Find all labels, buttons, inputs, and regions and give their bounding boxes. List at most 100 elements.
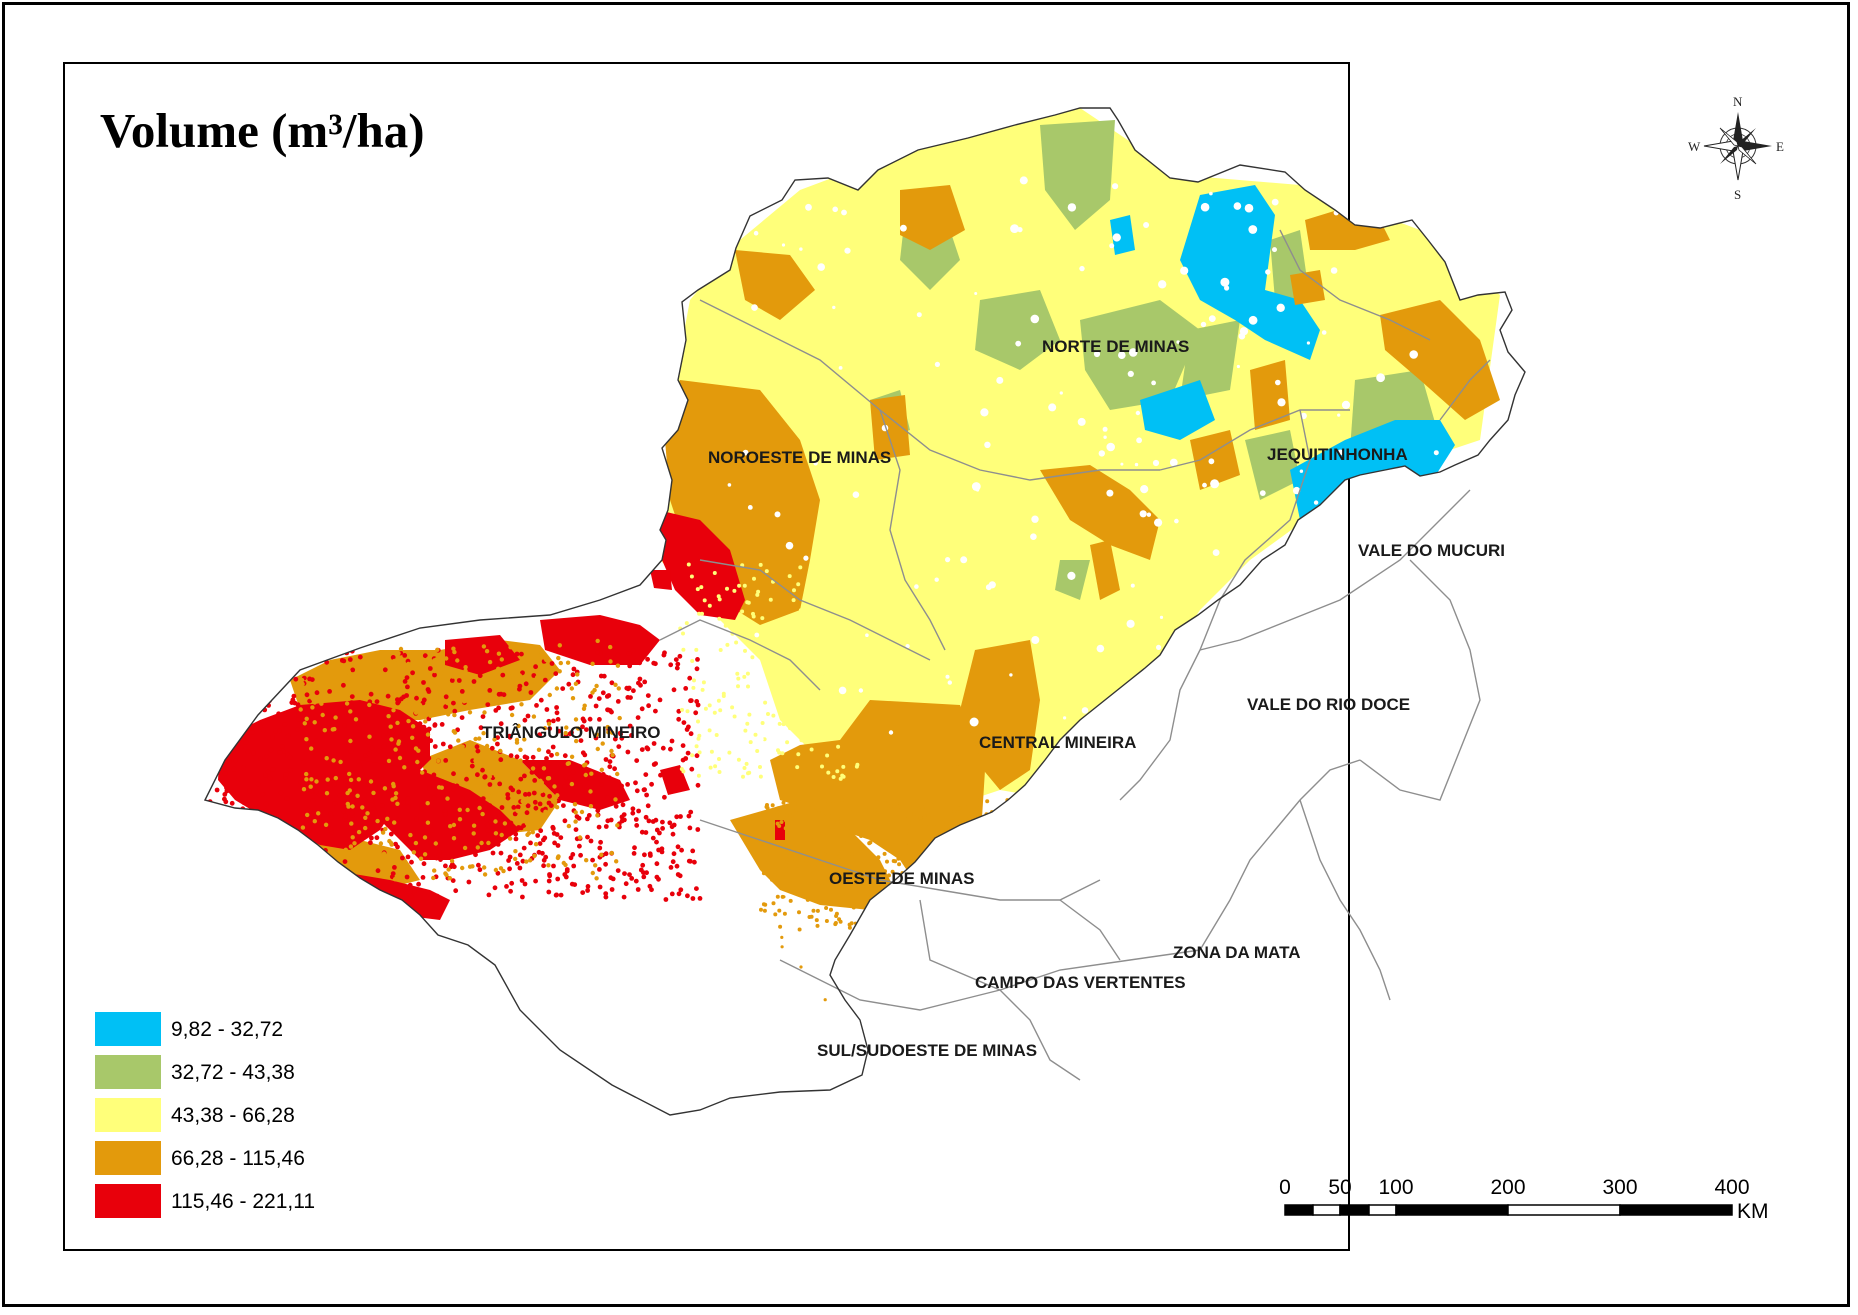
speckle-dot (603, 757, 609, 762)
speckle-dot (746, 684, 750, 689)
speckle-dot (984, 872, 989, 877)
speckle-dot (670, 831, 676, 837)
speckle-dot (355, 793, 360, 798)
speckle-dot (325, 777, 330, 782)
speckle-dot (576, 815, 582, 821)
gap-dot (1433, 450, 1439, 456)
speckle-dot (820, 764, 824, 769)
region-boundary (999, 989, 1081, 1081)
speckle-dot (1154, 944, 1158, 949)
speckle-dot (562, 647, 568, 653)
speckle-dot (342, 859, 348, 864)
speckle-dot (952, 829, 956, 833)
speckle-dot (832, 710, 837, 715)
speckle-dot (599, 767, 604, 772)
speckle-dot (374, 835, 380, 841)
speckle-dot (989, 888, 994, 893)
speckle-dot (712, 710, 717, 715)
speckle-dot (577, 843, 582, 849)
speckle-dot (737, 583, 742, 588)
speckle-dot (369, 802, 375, 808)
scale-bar: 0 50 100 200 300 400 KM (1279, 1176, 1768, 1223)
speckle-dot (487, 688, 493, 693)
speckle-dot (320, 712, 325, 718)
speckle-dot (552, 784, 557, 789)
speckle-dot (421, 724, 427, 730)
speckle-dot (542, 726, 548, 731)
speckle-dot (578, 852, 583, 858)
speckle-dot (968, 811, 973, 816)
speckle-dot (324, 791, 330, 796)
speckle-dot (732, 588, 737, 593)
speckle-dot (988, 892, 993, 897)
speckle-dot (1184, 838, 1189, 842)
speckle-dot (695, 657, 700, 662)
gap-dot (1136, 437, 1142, 444)
speckle-dot (301, 787, 307, 792)
speckle-dot (304, 777, 309, 782)
speckle-dot (537, 732, 543, 738)
speckle-dot (428, 679, 433, 684)
speckle-dot (626, 651, 632, 656)
speckle-dot (447, 876, 452, 881)
speckle-dot (484, 817, 490, 823)
speckle-dot (543, 656, 548, 661)
speckle-dot (734, 640, 739, 645)
speckle-dot (760, 616, 765, 621)
region-label-oeste: OESTE DE MINAS (829, 869, 974, 888)
gap-dot (1239, 684, 1245, 690)
speckle-dot (303, 861, 308, 866)
speckle-dot (773, 868, 778, 873)
speckle-dot (556, 798, 561, 804)
speckle-dot (225, 681, 231, 687)
speckle-dot (650, 819, 656, 824)
gap-dot (1154, 518, 1163, 527)
gap-dot (865, 633, 869, 637)
speckle-dot (597, 845, 603, 851)
speckle-dot (248, 671, 254, 677)
speckle-dot (811, 838, 816, 843)
gap-dot (1376, 373, 1385, 383)
speckle-dot (356, 829, 362, 835)
speckle-dot (471, 831, 476, 836)
speckle-dot (499, 805, 505, 810)
speckle-dot (753, 732, 758, 737)
speckle-dot (897, 853, 902, 858)
speckle-dot (293, 676, 299, 682)
speckle-dot (466, 879, 472, 885)
speckle-dot (557, 643, 562, 648)
speckle-dot (508, 820, 514, 826)
speckle-dot (859, 858, 864, 863)
speckle-dot (1034, 845, 1038, 849)
speckle-dot (532, 853, 537, 858)
speckle-dot (747, 770, 752, 775)
speckle-dot (876, 886, 881, 891)
speckle-dot (667, 820, 673, 826)
speckle-dot (921, 888, 926, 893)
speckle-dot (993, 827, 998, 832)
speckle-dot (1018, 894, 1023, 899)
speckle-dot (775, 620, 779, 624)
speckle-dot (836, 744, 841, 749)
speckle-dot (501, 868, 506, 874)
speckle-dot (230, 831, 236, 836)
speckle-dot (310, 798, 316, 804)
speckle-dot (497, 813, 502, 819)
speckle-dot (736, 757, 741, 762)
speckle-dot (745, 600, 750, 605)
gap-dot (1239, 327, 1249, 336)
speckle-dot (816, 830, 821, 835)
speckle-dot (353, 717, 359, 722)
speckle-dot (417, 702, 423, 708)
scale-tick-label: 0 (1279, 1176, 1291, 1199)
speckle-dot (336, 714, 342, 720)
speckle-dot (783, 826, 788, 831)
speckle-dot (531, 673, 537, 678)
speckle-dot (473, 736, 478, 742)
speckle-dot (421, 680, 426, 685)
speckle-dot (413, 666, 418, 671)
speckle-dot (496, 651, 502, 656)
speckle-dot (509, 712, 515, 718)
green-patch (1055, 560, 1090, 600)
speckle-dot (514, 651, 520, 657)
